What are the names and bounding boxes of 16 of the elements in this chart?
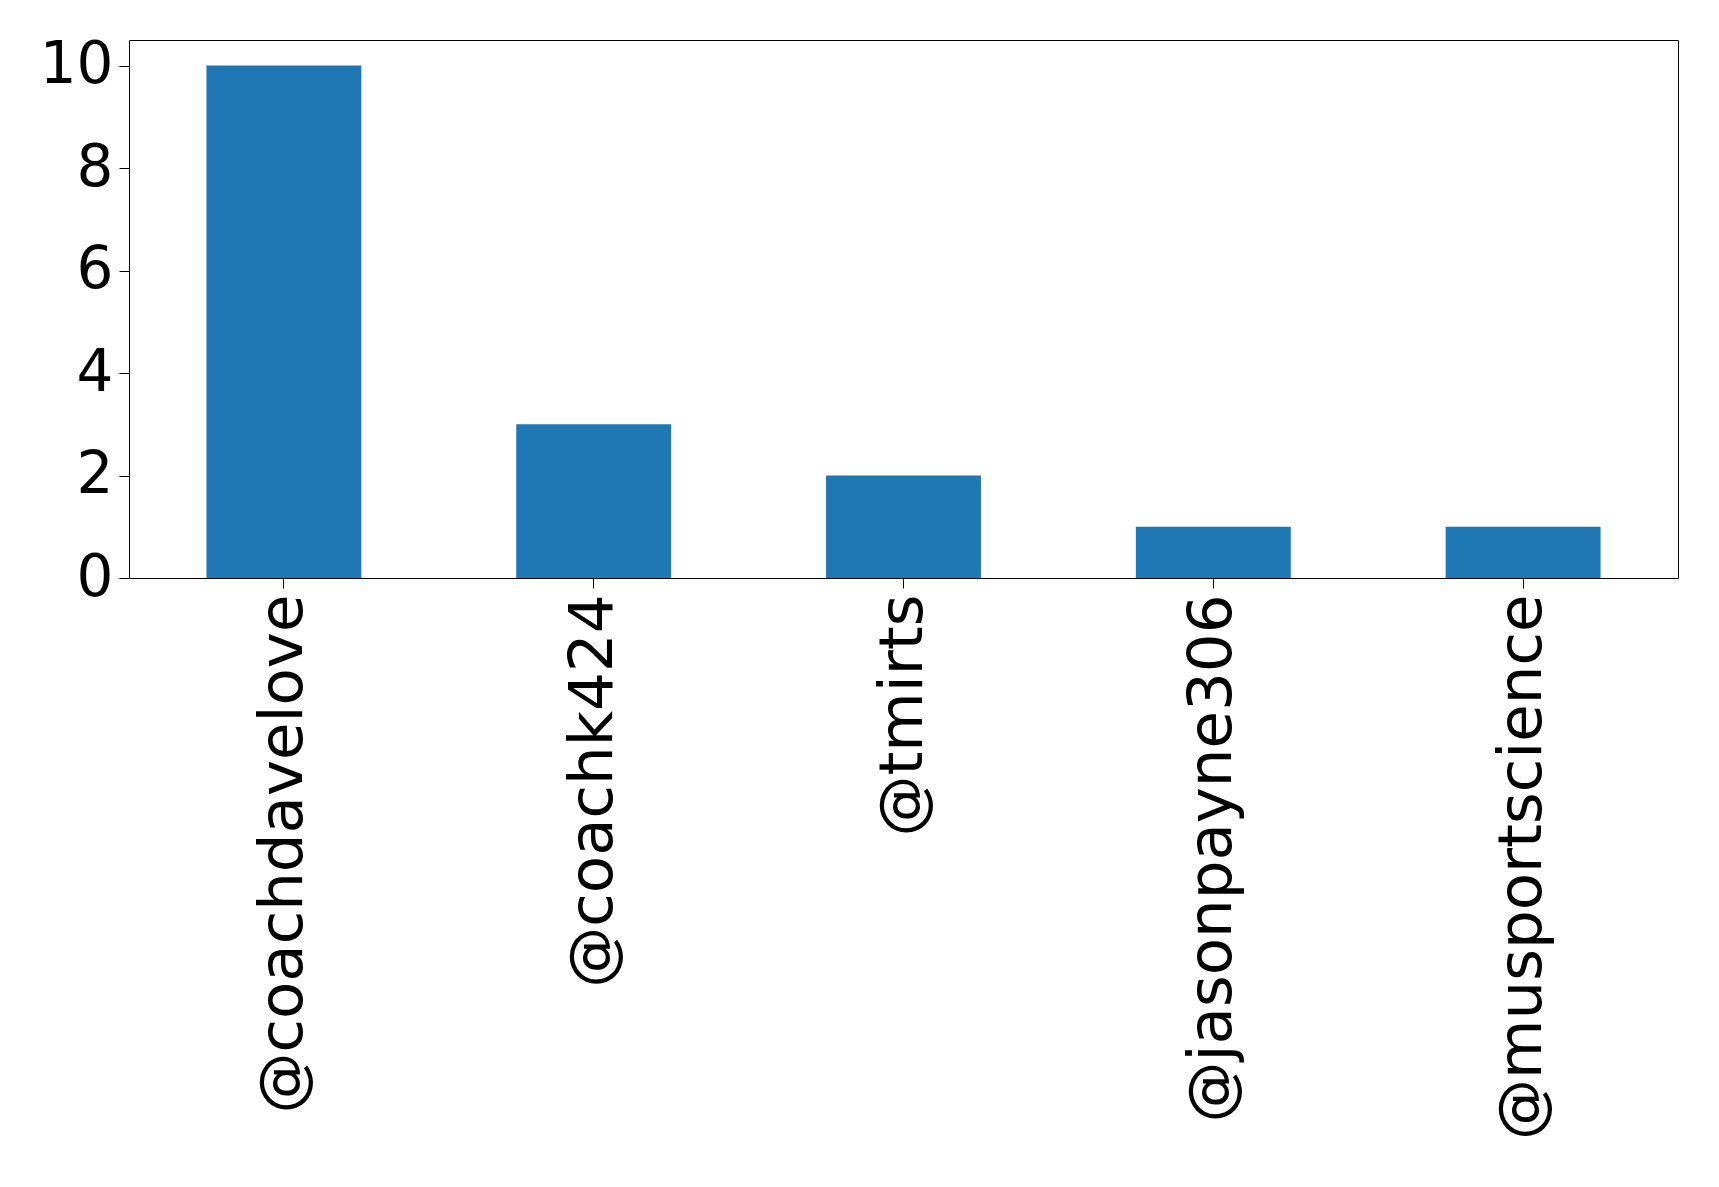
y-tick-label: 8 (76, 131, 114, 200)
bar (516, 424, 672, 578)
x-tick-label: @coachdavelove (244, 594, 316, 1114)
bar (826, 475, 981, 578)
y-tick-label: 10 (39, 29, 114, 98)
bar (206, 65, 362, 578)
y-tick-label: 2 (76, 439, 114, 508)
x-tick-label: @musportscience (1484, 594, 1556, 1140)
y-tick-label: 6 (76, 234, 114, 303)
y-tick-label: 4 (76, 336, 114, 405)
x-tick-label: @tmirts (864, 594, 936, 837)
bar (1135, 526, 1291, 578)
x-tick-label: @jasonpayne306 (1174, 594, 1246, 1123)
bar (1445, 526, 1601, 578)
y-tick-label: 0 (76, 541, 114, 610)
x-tick-label: @coachk424 (554, 594, 626, 988)
